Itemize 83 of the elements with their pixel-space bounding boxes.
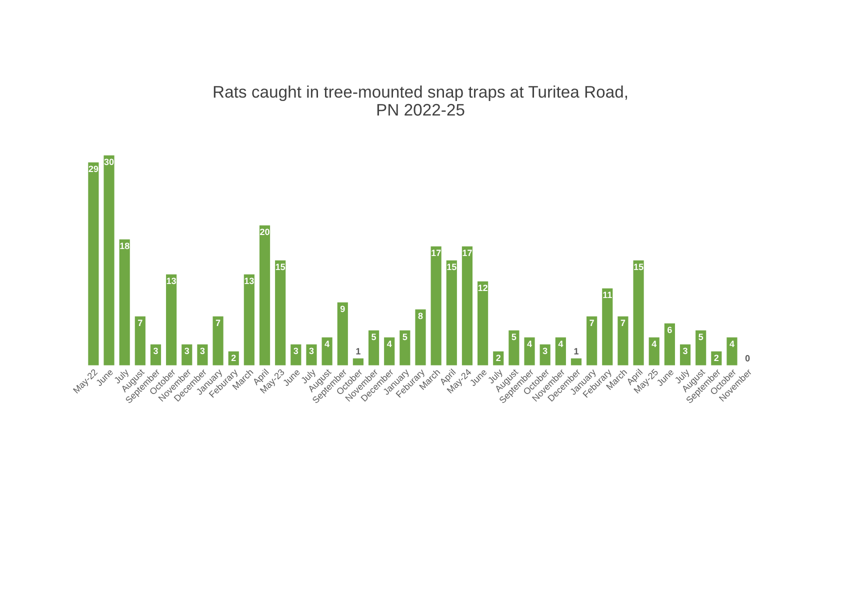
bar <box>680 344 691 366</box>
data-label: 2 <box>231 354 236 362</box>
bar <box>664 323 675 366</box>
bar <box>602 288 613 366</box>
data-label: 4 <box>730 340 734 348</box>
bar <box>384 337 395 366</box>
data-label: 1 <box>356 348 360 354</box>
data-label: 18 <box>120 242 130 250</box>
bar <box>182 344 192 366</box>
data-label: 4 <box>324 340 330 348</box>
bar <box>166 274 177 366</box>
bar <box>555 337 566 366</box>
data-label: 15 <box>276 264 286 270</box>
bar <box>290 344 302 366</box>
bar <box>508 330 520 366</box>
data-label: 4 <box>386 340 392 348</box>
data-label: 8 <box>418 312 423 320</box>
bar <box>119 239 130 366</box>
bar <box>430 246 442 366</box>
bar <box>244 274 254 366</box>
bar <box>570 358 582 366</box>
bar <box>586 316 598 366</box>
bar <box>150 344 162 366</box>
data-label: 3 <box>184 348 190 354</box>
data-label: 30 <box>104 158 114 166</box>
data-label: 3 <box>542 348 548 354</box>
bar <box>352 358 364 366</box>
data-label: 17 <box>432 250 441 256</box>
data-label: 17 <box>462 250 472 256</box>
data-label: 3 <box>294 348 298 354</box>
data-label: 7 <box>620 320 626 326</box>
bar <box>306 344 317 366</box>
data-label: 1 <box>574 348 578 354</box>
data-label: 2 <box>496 354 501 362</box>
bar <box>104 155 114 366</box>
data-label: 4 <box>527 340 532 348</box>
data-label: 13 <box>244 278 254 284</box>
bar <box>648 337 660 366</box>
data-label: 5 <box>512 334 516 340</box>
data-label: 15 <box>634 264 644 270</box>
bar <box>88 162 99 366</box>
chart-title: Rats caught in tree-mounted snap traps at Turitea Road, PN 2022-25 <box>214 86 628 116</box>
bar <box>726 337 738 366</box>
data-label: 7 <box>138 320 142 326</box>
bar <box>400 330 410 366</box>
data-label: 4 <box>558 340 564 348</box>
data-label: 20 <box>260 228 270 236</box>
bar <box>134 316 146 366</box>
data-label: 0 <box>745 355 750 362</box>
data-label: 5 <box>402 334 408 340</box>
data-label: 7 <box>590 320 594 326</box>
data-label: 7 <box>216 320 220 326</box>
bar <box>618 316 628 366</box>
bar <box>696 330 706 366</box>
data-label: 3 <box>309 348 314 354</box>
data-label: 5 <box>372 334 376 340</box>
bar <box>197 344 208 366</box>
bar <box>633 260 644 366</box>
bar <box>368 330 380 366</box>
bar <box>322 337 332 366</box>
data-label: 29 <box>88 166 98 172</box>
data-label: 12 <box>478 284 488 292</box>
data-label: 3 <box>153 348 158 354</box>
bar <box>415 309 426 366</box>
bar <box>259 225 270 366</box>
bar <box>212 316 224 366</box>
data-label: 9 <box>340 306 345 312</box>
bar <box>446 260 457 366</box>
data-label: 11 <box>603 292 612 298</box>
data-label: 13 <box>166 278 176 284</box>
bar <box>462 246 473 366</box>
bar <box>524 337 535 366</box>
data-label: 3 <box>200 348 205 354</box>
bar <box>540 344 550 366</box>
data-label: 5 <box>698 334 704 340</box>
data-label: 15 <box>447 264 456 270</box>
bar <box>478 281 488 366</box>
data-label: 6 <box>668 326 672 334</box>
data-label: 3 <box>682 348 688 354</box>
data-label: 2 <box>714 354 719 362</box>
bar <box>337 302 348 366</box>
data-label: 4 <box>652 340 657 348</box>
bar <box>275 260 286 366</box>
